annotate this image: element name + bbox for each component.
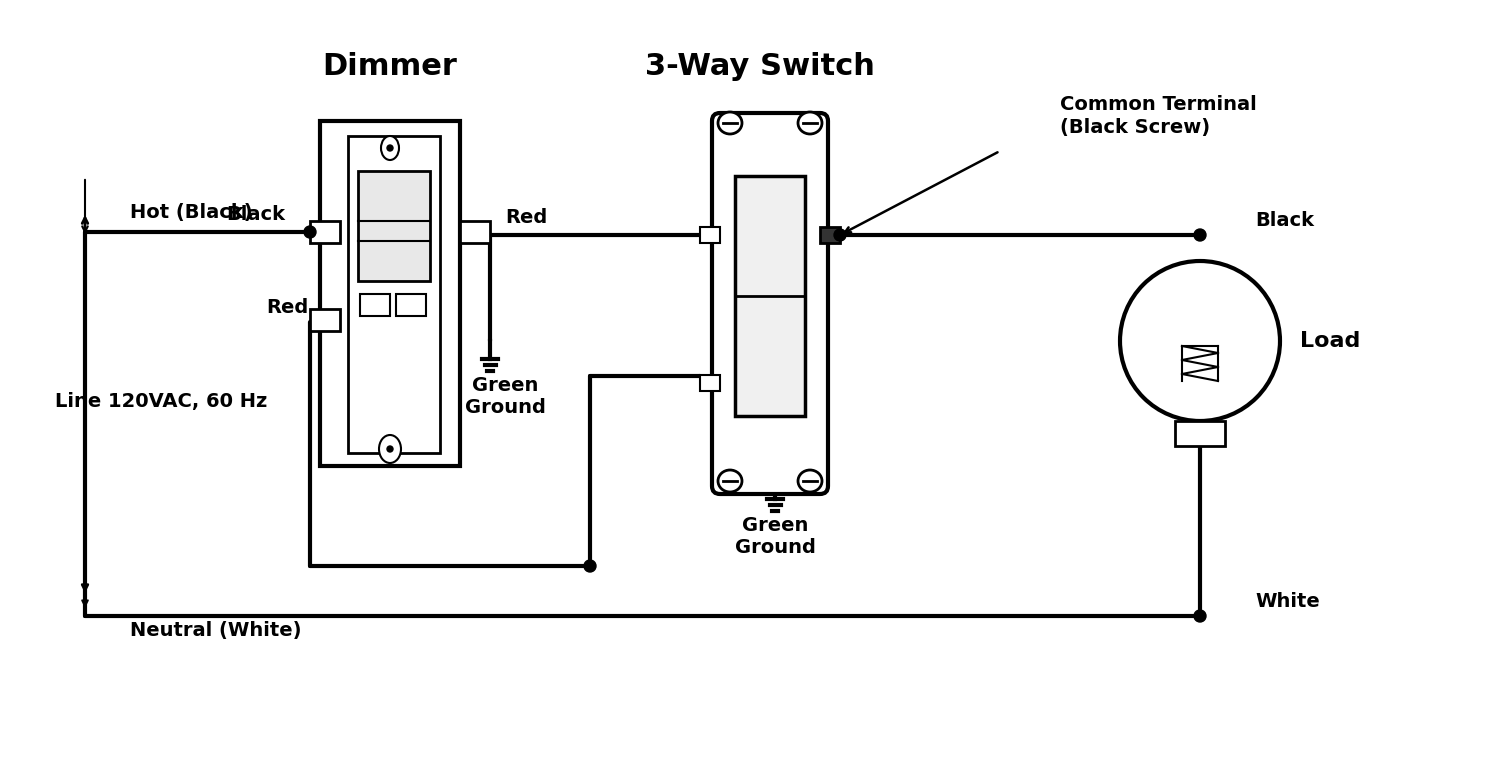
Ellipse shape [798,112,822,134]
Text: Black: Black [225,205,285,224]
Text: 3-Way Switch: 3-Way Switch [645,52,874,81]
Bar [1176,421,1225,446]
Circle shape [1120,261,1280,421]
Bar [358,171,430,281]
Text: Green
Ground: Green Ground [734,516,816,557]
Circle shape [1194,229,1206,241]
Circle shape [386,145,392,151]
Bar [360,294,389,316]
Circle shape [1194,610,1206,622]
Circle shape [304,226,316,238]
Ellipse shape [798,470,822,492]
Text: White: White [1255,592,1320,611]
Circle shape [386,446,392,452]
Ellipse shape [718,112,742,134]
Text: Neutral (White): Neutral (White) [130,621,301,640]
Text: Hot (Black): Hot (Black) [130,203,252,222]
Circle shape [834,229,846,241]
Bar [310,309,340,331]
Ellipse shape [380,136,398,160]
Bar [700,227,721,243]
Bar [460,221,489,243]
Bar [736,176,806,416]
Text: Line 120VAC, 60 Hz: Line 120VAC, 60 Hz [55,392,267,410]
Text: Black: Black [1255,211,1314,230]
Bar [395,294,427,316]
Ellipse shape [379,435,401,463]
Bar [319,121,460,466]
Text: Red: Red [266,298,307,317]
Circle shape [583,560,595,572]
Text: Green
Ground: Green Ground [464,376,546,417]
FancyBboxPatch shape [712,113,828,494]
Text: Load: Load [1300,331,1361,351]
Bar [310,221,340,243]
Text: Red: Red [504,208,548,227]
Text: Dimmer: Dimmer [322,52,458,81]
Bar [348,136,440,453]
Ellipse shape [718,470,742,492]
Bar [821,227,840,243]
Bar [700,375,721,391]
Text: Common Terminal
(Black Screw): Common Terminal (Black Screw) [1059,96,1256,136]
